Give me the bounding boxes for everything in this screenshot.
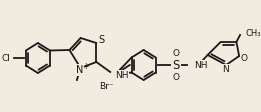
Text: N: N bbox=[76, 65, 83, 75]
Text: O: O bbox=[173, 48, 180, 57]
Text: N: N bbox=[222, 65, 229, 73]
Text: +: + bbox=[82, 61, 88, 70]
Text: CH₃: CH₃ bbox=[246, 28, 261, 38]
Text: O: O bbox=[240, 54, 247, 62]
Text: S: S bbox=[173, 58, 180, 71]
Text: S: S bbox=[99, 35, 105, 45]
Text: NH: NH bbox=[115, 70, 128, 80]
Text: O: O bbox=[173, 72, 180, 82]
Text: Br⁻: Br⁻ bbox=[99, 82, 114, 90]
Text: NH: NH bbox=[194, 60, 207, 70]
Text: Cl: Cl bbox=[1, 54, 10, 62]
